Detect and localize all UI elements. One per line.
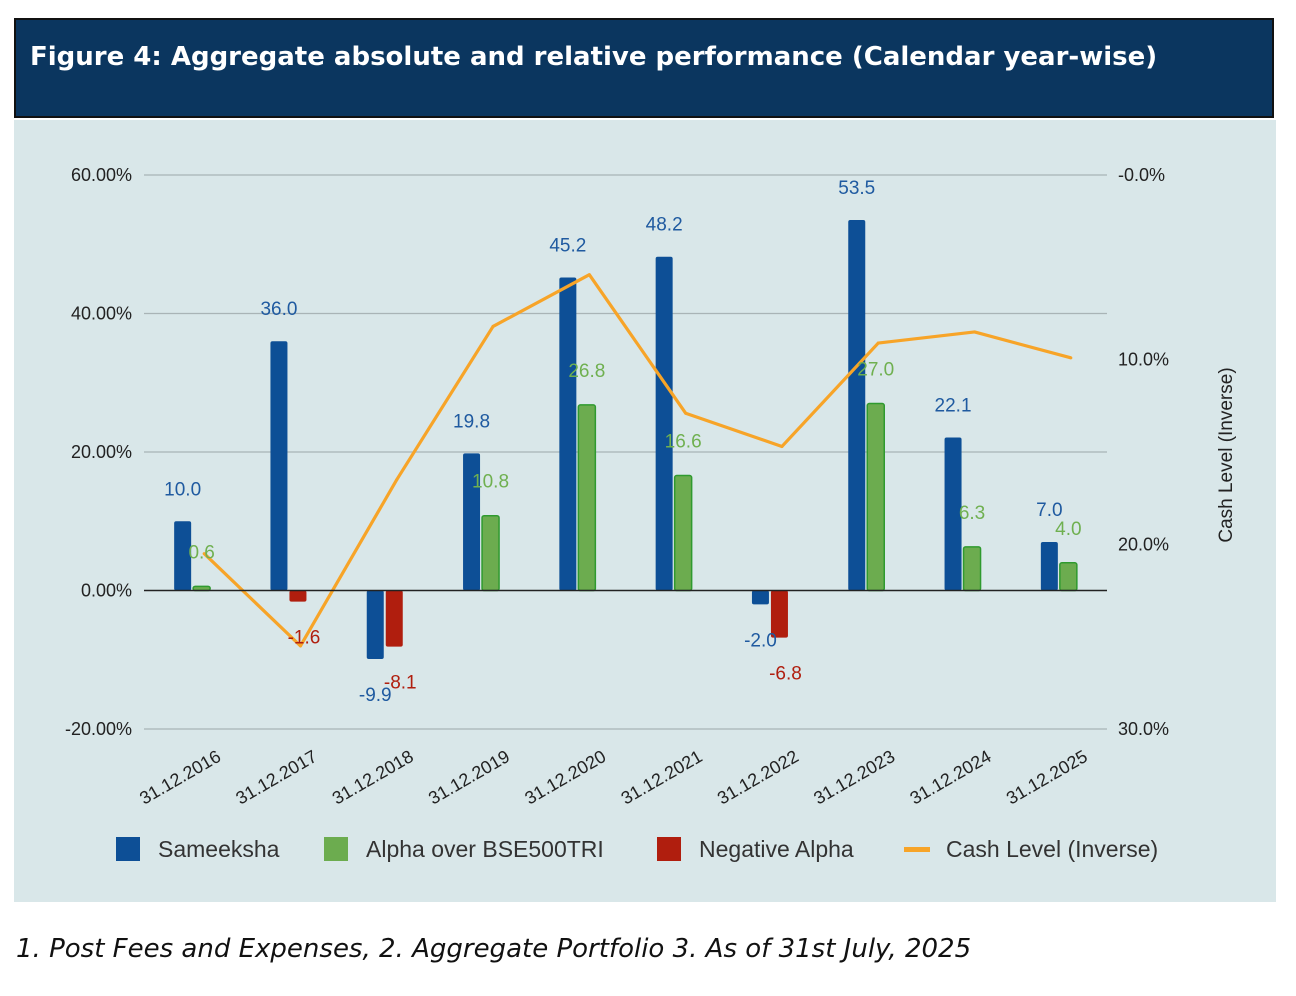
bar-alpha (962, 546, 982, 592)
x-tick-label: 31.12.2022 (714, 746, 802, 808)
data-labels: 10.0 0.6 36.0 -1.6 -9.9-8.1 19.8 10.8 45.2 26.8 4… (164, 178, 1081, 706)
x-tick-label: 31.12.2017 (232, 746, 320, 808)
bar-alpha (866, 402, 885, 592)
legend-label: Negative Alpha (699, 836, 854, 862)
cash-level-point (298, 644, 302, 648)
bar-negative-alpha (385, 590, 403, 647)
footnote: 1. Post Fees and Expenses, 2. Aggregate … (16, 934, 972, 964)
data-label-alpha: 4.0 (1055, 519, 1081, 540)
bar-sameeksha (655, 256, 673, 591)
bar-negative-alpha (289, 590, 307, 602)
x-tick-label: 31.12.2018 (329, 746, 417, 808)
cash-level-point (1069, 356, 1073, 360)
cash-level-point (876, 341, 880, 345)
data-label-alpha: 10.8 (472, 472, 509, 493)
y-tick-label: 60.00% (71, 165, 132, 185)
cash-level-point (395, 478, 399, 482)
chart-area: 10.0 0.6 36.0 -1.6 -9.9 -8.1 19.8 10.8 45.2 26.8 4… (14, 120, 1276, 902)
x-tick-label: 31.12.2016 (136, 746, 224, 808)
bar-alpha (673, 474, 693, 592)
chart-title: Figure 4: Aggregate absolute and relativ… (30, 42, 1158, 72)
legend-swatch (116, 837, 140, 861)
bar-sameeksha (944, 437, 962, 591)
x-tick-label: 31.12.2023 (810, 746, 898, 808)
bar-sameeksha (463, 453, 481, 591)
cash-level-point (202, 552, 206, 556)
legend-label: Alpha over BSE500TRI (366, 836, 604, 862)
x-tick-label: 31.12.2019 (425, 746, 513, 808)
y2-axis-title: Cash Level (Inverse) (1216, 367, 1237, 542)
bar-negative-alpha (770, 590, 788, 638)
legend-swatch (324, 837, 348, 861)
data-label-sameeksha: 45.2 (549, 235, 586, 256)
y2-tick-label: 30.0% (1118, 719, 1169, 739)
data-label-sameeksha: -9.9 (359, 685, 392, 706)
data-label-alpha: 16.6 (665, 432, 702, 453)
gridlines (144, 174, 1107, 730)
data-label-negative-alpha: -8.1 (384, 673, 417, 694)
y2-tick-label: -0.0% (1118, 165, 1165, 185)
data-label-negative-alpha: -6.8 (769, 664, 802, 685)
data-label-sameeksha: 10.0 (164, 479, 201, 500)
data-label-sameeksha: 48.2 (646, 215, 683, 236)
cash-line (202, 273, 1073, 648)
bar-sameeksha (174, 521, 192, 591)
x-tick-label: 31.12.2021 (618, 746, 706, 808)
x-tick-label: 31.12.2020 (521, 746, 609, 808)
y-tick-label: 20.00% (71, 442, 132, 462)
x-tick-label: 31.12.2024 (907, 746, 995, 808)
cash-level-point (684, 411, 688, 415)
legend-swatch (904, 847, 930, 852)
data-label-sameeksha: 7.0 (1036, 500, 1062, 521)
cash-level-point (780, 444, 784, 448)
y-tick-label: 0.00% (81, 581, 132, 601)
axes: 60.00% 40.00% 20.00% 0.00% -20.00% -0.0% 10.0%… (65, 165, 1237, 809)
data-label-alpha: 27.0 (857, 360, 894, 381)
bar-alpha (1059, 562, 1078, 592)
bar-sameeksha (270, 341, 288, 591)
title-bar: Figure 4: Aggregate absolute and relativ… (14, 18, 1274, 118)
data-label-sameeksha: 36.0 (260, 299, 297, 320)
cash-level-point (587, 273, 591, 277)
x-tick-label: 31.12.2025 (1003, 746, 1091, 808)
y-tick-label: 40.00% (71, 304, 132, 324)
cash-level-line (203, 273, 1072, 648)
data-label-sameeksha: 22.1 (935, 395, 972, 416)
y-tick-label: -20.00% (65, 719, 132, 739)
legend-label: Sameeksha (158, 836, 280, 862)
combo-chart: 10.0 0.6 36.0 -1.6 -9.9-8.1 19.8 10.8 45.2 26.8 4… (65, 165, 1237, 862)
legend: Sameeksha Alpha over BSE500TRI Negative Al… (116, 836, 1158, 862)
bar-alpha (577, 404, 597, 592)
y2-tick-label: 20.0% (1118, 534, 1169, 554)
cash-level-point (491, 324, 495, 328)
data-label-alpha: 0.6 (188, 542, 214, 563)
legend-swatch (657, 837, 681, 861)
bar-sameeksha (366, 590, 384, 660)
y2-tick-label: 10.0% (1118, 350, 1169, 370)
bar-sameeksha (559, 277, 577, 591)
bar-sameeksha (848, 220, 866, 591)
data-label-sameeksha: 19.8 (453, 411, 490, 432)
cash-level-point (973, 330, 977, 334)
bars (174, 220, 1078, 660)
data-label-negative-alpha: -1.6 (288, 628, 321, 649)
data-label-alpha: 26.8 (568, 361, 605, 382)
data-label-alpha: 6.3 (959, 503, 985, 524)
data-label-sameeksha: -2.0 (744, 630, 777, 651)
data-label-sameeksha: 53.5 (838, 178, 875, 199)
bar-sameeksha (1040, 542, 1058, 591)
legend-label: Cash Level (Inverse) (946, 836, 1158, 862)
bar-alpha (481, 514, 500, 592)
bar-sameeksha (751, 590, 769, 605)
